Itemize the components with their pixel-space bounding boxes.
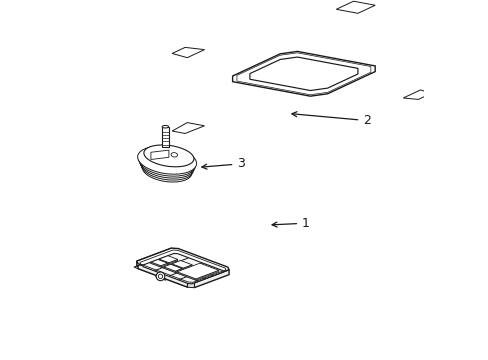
- Polygon shape: [177, 263, 219, 279]
- Polygon shape: [172, 123, 204, 134]
- Ellipse shape: [171, 153, 177, 157]
- Polygon shape: [196, 270, 219, 280]
- Circle shape: [156, 272, 164, 281]
- Polygon shape: [161, 263, 167, 267]
- Polygon shape: [249, 57, 357, 90]
- Polygon shape: [168, 260, 178, 264]
- Polygon shape: [232, 51, 374, 96]
- Polygon shape: [177, 272, 196, 280]
- Text: 3: 3: [202, 157, 244, 170]
- Polygon shape: [151, 150, 168, 159]
- Text: 2: 2: [291, 112, 370, 127]
- Polygon shape: [163, 264, 182, 271]
- Polygon shape: [163, 267, 175, 273]
- Polygon shape: [183, 265, 192, 269]
- Ellipse shape: [137, 146, 196, 174]
- Circle shape: [158, 274, 163, 279]
- Polygon shape: [175, 269, 182, 273]
- Polygon shape: [156, 275, 165, 280]
- Polygon shape: [194, 270, 228, 288]
- Polygon shape: [172, 48, 204, 58]
- Ellipse shape: [162, 126, 168, 128]
- Polygon shape: [159, 259, 168, 264]
- Polygon shape: [336, 1, 374, 13]
- Polygon shape: [138, 267, 190, 287]
- Polygon shape: [138, 264, 187, 287]
- Polygon shape: [159, 256, 178, 263]
- Polygon shape: [187, 282, 194, 288]
- Polygon shape: [162, 127, 168, 147]
- Polygon shape: [137, 248, 171, 266]
- Polygon shape: [171, 261, 192, 268]
- Ellipse shape: [143, 145, 194, 167]
- Text: 1: 1: [271, 217, 309, 230]
- Polygon shape: [403, 90, 430, 99]
- Polygon shape: [151, 260, 167, 266]
- Polygon shape: [171, 264, 183, 269]
- Polygon shape: [142, 253, 223, 284]
- Polygon shape: [151, 262, 161, 267]
- Polygon shape: [137, 248, 228, 283]
- Polygon shape: [134, 266, 141, 269]
